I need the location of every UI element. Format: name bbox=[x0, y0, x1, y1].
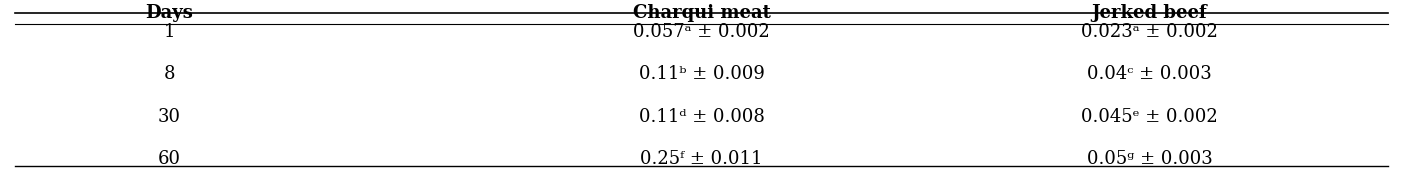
Text: 0.023ᵃ ± 0.002: 0.023ᵃ ± 0.002 bbox=[1082, 23, 1218, 41]
Text: 1: 1 bbox=[164, 23, 175, 41]
Text: 30: 30 bbox=[159, 108, 181, 126]
Text: 0.045ᵉ ± 0.002: 0.045ᵉ ± 0.002 bbox=[1082, 108, 1218, 126]
Text: 8: 8 bbox=[164, 65, 175, 84]
Text: 0.11ᵇ ± 0.009: 0.11ᵇ ± 0.009 bbox=[638, 65, 765, 84]
Text: Days: Days bbox=[146, 4, 194, 22]
Text: 0.04ᶜ ± 0.003: 0.04ᶜ ± 0.003 bbox=[1087, 65, 1212, 84]
Text: Jerked beef: Jerked beef bbox=[1092, 4, 1208, 22]
Text: Charqui meat: Charqui meat bbox=[633, 4, 770, 22]
Text: 0.11ᵈ ± 0.008: 0.11ᵈ ± 0.008 bbox=[638, 108, 765, 126]
Text: 0.25ᶠ ± 0.011: 0.25ᶠ ± 0.011 bbox=[640, 150, 763, 168]
Text: 60: 60 bbox=[159, 150, 181, 168]
Text: 0.057ᵃ ± 0.002: 0.057ᵃ ± 0.002 bbox=[633, 23, 770, 41]
Text: 0.05ᵍ ± 0.003: 0.05ᵍ ± 0.003 bbox=[1087, 150, 1212, 168]
